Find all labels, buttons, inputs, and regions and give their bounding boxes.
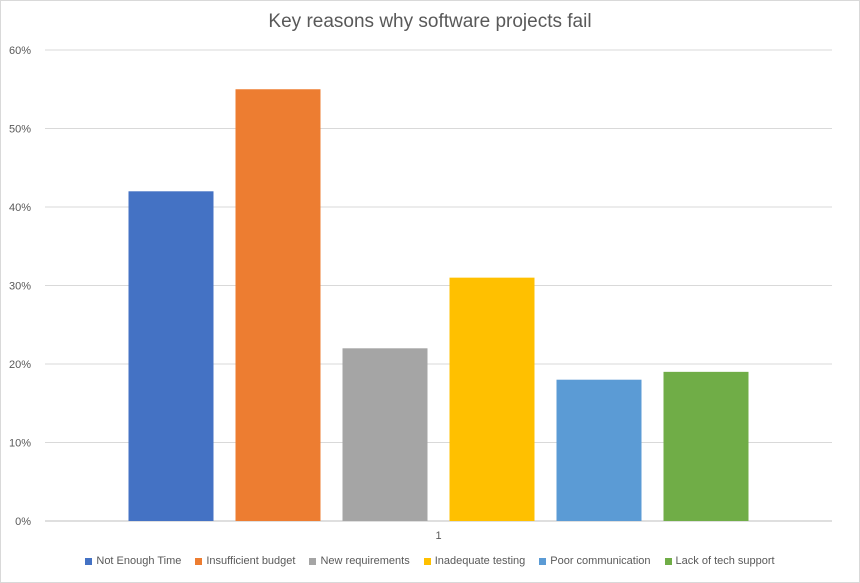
legend-swatch	[195, 557, 203, 565]
legend-item: Insufficient budget	[195, 555, 295, 567]
y-tick-label: 10%	[9, 438, 31, 450]
legend-item: Poor communication	[539, 555, 651, 567]
legend-swatch	[423, 557, 431, 565]
legend-label: Poor communication	[550, 555, 651, 567]
plot-area: 0% 10% 20% 30% 40% 50% 60% 1	[9, 45, 832, 542]
legend-swatch	[85, 557, 93, 565]
x-tick-label: 1	[435, 530, 441, 542]
y-tick-label: 40%	[9, 202, 31, 214]
y-tick-label: 50%	[9, 124, 31, 136]
legend-label: New requirements	[320, 555, 410, 567]
legend-label: Inadequate testing	[434, 555, 526, 567]
legend-label: Not Enough Time	[96, 555, 182, 567]
bar	[235, 89, 321, 521]
y-tick-label: 30%	[9, 281, 31, 293]
legend-item: New requirements	[309, 555, 410, 567]
y-tick-label: 0%	[15, 516, 31, 528]
bar	[556, 379, 642, 521]
bar	[449, 277, 535, 521]
bar	[663, 371, 749, 521]
legend-swatch	[309, 557, 317, 565]
bar	[128, 191, 214, 522]
legend-item: Inadequate testing	[423, 555, 526, 567]
legend-label: Insufficient budget	[206, 555, 296, 567]
y-tick-label: 60%	[9, 45, 31, 57]
chart-title: Key reasons why software projects fail	[268, 11, 592, 32]
legend-item: Not Enough Time	[85, 555, 181, 567]
bar	[342, 348, 428, 521]
legend-swatch	[539, 557, 547, 565]
legend: Not Enough Time Insufficient budget New re…	[1, 555, 859, 567]
legend-item: Lack of tech support	[664, 555, 775, 567]
legend-swatch	[664, 557, 672, 565]
y-tick-label: 20%	[9, 359, 31, 371]
legend-label: Lack of tech support	[675, 555, 775, 567]
